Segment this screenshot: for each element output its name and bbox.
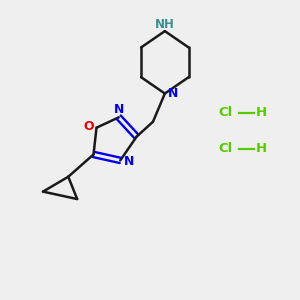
Text: N: N — [124, 155, 134, 168]
Text: N: N — [168, 87, 178, 100]
Text: NH: NH — [155, 18, 175, 31]
Text: Cl: Cl — [219, 142, 233, 155]
Text: H: H — [256, 142, 267, 155]
Text: H: H — [256, 106, 267, 119]
Text: Cl: Cl — [219, 106, 233, 119]
Text: N: N — [114, 103, 124, 116]
Text: O: O — [83, 120, 94, 133]
